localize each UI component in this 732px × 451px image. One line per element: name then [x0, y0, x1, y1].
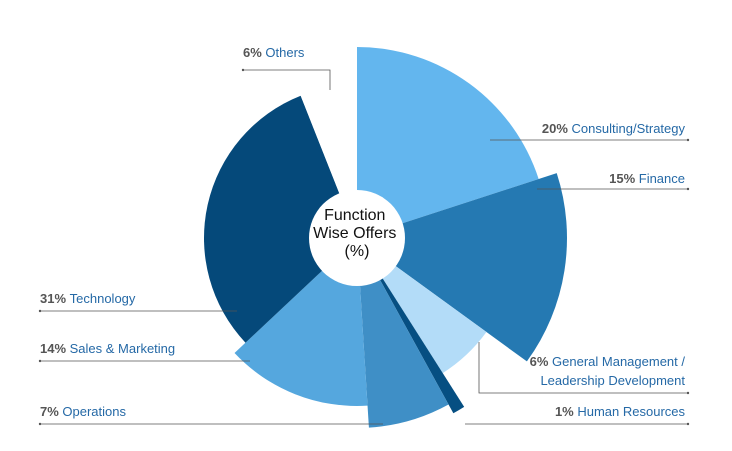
slice-label: 7% Operations	[40, 404, 126, 419]
leader-dot	[686, 138, 690, 142]
slice-label: 31% Technology	[40, 291, 136, 306]
slice-value-label: 14%	[40, 341, 70, 356]
slice-category-label: Operations	[62, 404, 126, 419]
slice-value-label: 6%	[530, 354, 552, 369]
leader-dot	[241, 68, 245, 72]
slice-category-label: Others	[265, 45, 305, 60]
slice-label: 20% Consulting/Strategy	[542, 121, 686, 136]
slice-category-label: Consulting/Strategy	[572, 121, 686, 136]
slice-label: 6% Others	[243, 45, 305, 60]
slice-label: 6% General Management /	[530, 354, 686, 369]
slice-category-label: Human Resources	[577, 404, 685, 419]
slice-value-label: 7%	[40, 404, 62, 419]
leader-dot	[38, 309, 42, 313]
slice-labels: 20% Consulting/Strategy 15% Finance 6% Gen…	[40, 45, 686, 419]
slice-category-label: General Management /	[552, 354, 685, 369]
slice-others	[287, 48, 357, 238]
slice-value-label: 6%	[243, 45, 265, 60]
leader-dot	[686, 422, 690, 426]
leader-dot	[38, 359, 42, 363]
slice-label: 1% Human Resources	[555, 404, 686, 419]
leader-line	[478, 342, 688, 394]
slice-category-label: Sales & Marketing	[70, 341, 176, 356]
slice-value-label: 31%	[40, 291, 70, 306]
center-label: Function Wise Offers (%)	[313, 207, 401, 260]
slice-label: 15% Finance	[609, 171, 685, 186]
slice-human-resources	[357, 238, 465, 414]
slice-value-label: 15%	[609, 171, 639, 186]
leader-dot	[686, 187, 690, 191]
slice-operations	[357, 238, 449, 428]
slice-value-label: 20%	[542, 121, 572, 136]
center-label-line-1: Function	[324, 207, 385, 224]
slice-consulting-strategy	[357, 47, 539, 238]
leader-lines	[38, 68, 690, 426]
slice-category-label-line-2: Leadership Development	[540, 373, 685, 388]
slice-finance	[357, 173, 567, 362]
slice-value-label: 1%	[555, 404, 577, 419]
slice-technology	[203, 95, 357, 343]
leader-dot	[686, 391, 690, 395]
center-label-line-2: Wise Offers	[313, 225, 396, 242]
center-hole	[309, 190, 405, 286]
slice-label: 14% Sales & Marketing	[40, 341, 175, 356]
center-label-line-3: (%)	[345, 243, 370, 260]
leader-dot	[38, 422, 42, 426]
slice-category-label: Technology	[70, 291, 136, 306]
leader-line	[243, 69, 331, 90]
slice-category-label: Finance	[639, 171, 685, 186]
